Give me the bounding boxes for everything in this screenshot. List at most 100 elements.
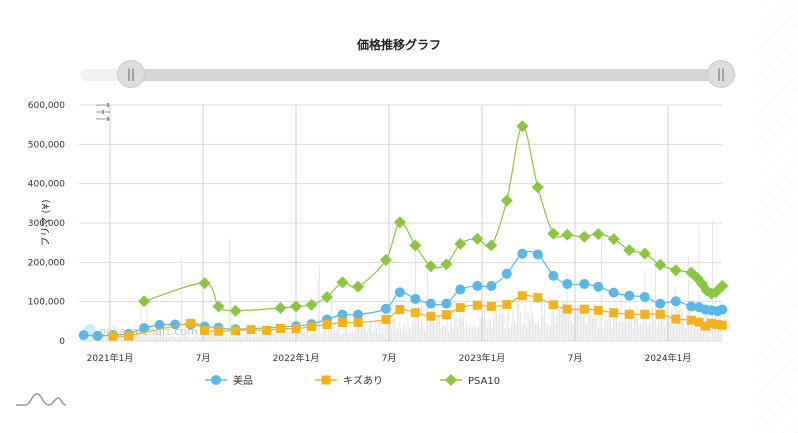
data-point: [92, 330, 103, 341]
data-point: [486, 280, 497, 291]
y-tick-label: 200,000: [28, 258, 65, 268]
data-point: [533, 293, 543, 303]
data-point: [381, 314, 391, 324]
data-point: [380, 303, 391, 314]
series-line: [143, 125, 723, 312]
data-point: [321, 375, 331, 385]
series-2: [138, 120, 729, 317]
series-line: [113, 294, 723, 338]
data-point: [154, 319, 165, 330]
data-point: [425, 298, 436, 309]
range-slider[interactable]: || ||: [80, 60, 736, 88]
legend-label: キズあり: [343, 374, 383, 387]
data-point: [441, 298, 452, 309]
data-point: [410, 293, 421, 304]
data-point: [501, 268, 512, 279]
data-point: [669, 264, 682, 277]
data-point: [290, 300, 302, 313]
legend-label: 美品: [233, 374, 253, 387]
data-point: [426, 311, 436, 321]
data-point: [640, 309, 650, 319]
slider-right-handle[interactable]: ||: [707, 60, 735, 88]
data-point: [394, 287, 405, 298]
legend-item-2[interactable]: PSA10: [440, 374, 500, 387]
data-point: [246, 325, 256, 335]
data-point: [700, 321, 710, 331]
data-point: [502, 299, 512, 309]
data-point: [485, 239, 498, 252]
data-point: [305, 298, 318, 311]
slider-selected-range[interactable]: [131, 69, 721, 81]
data-point: [592, 228, 605, 241]
data-point: [307, 321, 316, 331]
legend-item-0[interactable]: 美品: [205, 374, 253, 387]
data-point: [517, 248, 528, 259]
legend-item-1[interactable]: キズあり: [315, 374, 383, 387]
data-point: [717, 304, 728, 315]
data-point: [231, 326, 241, 336]
y-tick-label: 300,000: [28, 219, 65, 229]
data-point: [547, 227, 560, 240]
data-point: [694, 317, 704, 327]
data-point: [624, 309, 634, 319]
data-point: [212, 300, 225, 313]
data-point: [562, 304, 572, 314]
data-point: [455, 303, 465, 313]
data-point: [716, 279, 729, 292]
tool-knob: [107, 117, 109, 121]
data-point: [562, 278, 573, 289]
data-point: [409, 239, 422, 252]
data-point: [78, 330, 89, 341]
data-point: [170, 319, 181, 330]
data-point: [531, 181, 544, 194]
data-point: [638, 247, 651, 260]
data-point: [516, 120, 529, 133]
data-point: [578, 230, 591, 243]
data-point: [445, 374, 457, 386]
data-point: [276, 323, 285, 333]
data-point: [706, 318, 716, 328]
data-point: [379, 253, 392, 266]
data-point: [710, 285, 723, 298]
data-point: [670, 296, 681, 307]
data-point: [454, 237, 467, 250]
data-point: [108, 331, 118, 341]
data-point: [274, 301, 287, 314]
legend-label: PSA10: [468, 376, 500, 387]
data-point: [655, 309, 665, 319]
x-tick-label: 7月: [568, 353, 583, 364]
tool-knob: [102, 110, 104, 114]
data-point: [186, 318, 196, 328]
x-tick-label: 2023年1月: [459, 352, 506, 364]
data-point: [441, 310, 451, 320]
tool-knob: [107, 103, 109, 107]
data-point: [517, 291, 527, 301]
data-point: [654, 258, 667, 271]
data-point: [139, 323, 150, 334]
data-point: [593, 281, 604, 292]
data-point: [322, 319, 332, 329]
slider-left-handle[interactable]: ||: [117, 60, 145, 88]
y-tick-label: 100,000: [28, 298, 65, 308]
data-point: [607, 233, 620, 246]
y-axis-label: フリマ (¥): [41, 199, 52, 246]
data-point: [393, 216, 406, 229]
data-point: [608, 287, 619, 298]
data-point: [124, 331, 134, 341]
data-point: [593, 305, 603, 315]
y-tick-label: 600,000: [28, 101, 65, 111]
data-point: [229, 304, 242, 317]
data-point: [200, 325, 210, 335]
site-logo-icon: [16, 393, 67, 406]
background-pattern: [758, 0, 798, 433]
data-point: [686, 315, 696, 325]
chart-title: 価格推移グラフ: [356, 38, 441, 52]
data-point: [639, 291, 650, 302]
x-tick-label: 2024年1月: [645, 352, 692, 364]
data-point: [395, 305, 405, 315]
data-point: [624, 290, 635, 301]
data-point: [211, 375, 221, 385]
x-tick-label: 7月: [196, 353, 211, 364]
data-point: [486, 301, 496, 311]
data-point: [440, 258, 453, 271]
